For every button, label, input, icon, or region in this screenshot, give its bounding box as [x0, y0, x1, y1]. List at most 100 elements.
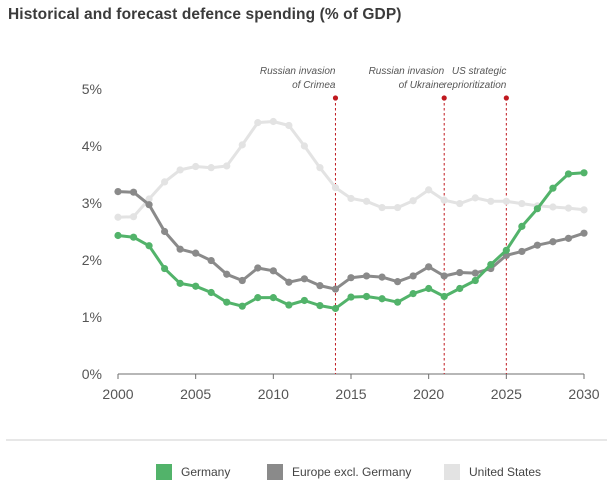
annotation-label: reprioritization: [444, 80, 507, 91]
data-point-germany: [285, 301, 293, 309]
data-point-germany: [456, 284, 464, 293]
data-point-germany: [580, 169, 588, 177]
data-point-germany: [207, 288, 215, 297]
data-point-germany: [362, 292, 371, 301]
data-point-united-states: [114, 213, 122, 221]
data-point-germany: [533, 205, 542, 213]
data-point-germany: [440, 292, 448, 301]
data-point-united-states: [145, 195, 153, 203]
data-point-europe-excl-germany: [518, 247, 526, 256]
legend-label-united-states: United States: [469, 465, 542, 479]
annotation-marker: [441, 95, 447, 101]
annotation-label: of Crimea: [292, 80, 336, 91]
data-point-europe-excl-germany: [238, 276, 246, 285]
data-point-germany: [192, 282, 200, 290]
series-germany: [114, 169, 588, 313]
data-point-united-states: [238, 141, 246, 149]
chart-title: Historical and forecast defence spending…: [8, 6, 402, 23]
data-point-europe-excl-germany: [549, 238, 557, 246]
data-point-united-states: [331, 184, 340, 192]
y-tick-label: 2%: [82, 252, 102, 268]
x-tick-label: 2005: [180, 386, 211, 402]
series-layer: [114, 117, 588, 313]
data-point-united-states: [254, 119, 262, 127]
data-point-united-states: [269, 117, 277, 126]
annotation-label: Russian invasion: [260, 66, 336, 77]
data-point-united-states: [471, 194, 479, 202]
data-point-united-states: [440, 196, 448, 204]
data-point-united-states: [487, 197, 495, 205]
data-point-germany: [238, 302, 246, 310]
data-point-germany: [471, 276, 479, 285]
data-point-europe-excl-germany: [176, 245, 184, 253]
y-tick-label: 3%: [82, 195, 102, 211]
data-point-europe-excl-germany: [440, 272, 448, 280]
data-point-united-states: [518, 199, 526, 208]
series-united-states: [114, 117, 588, 221]
legend-label-europe: Europe excl. Germany: [292, 465, 412, 479]
data-point-united-states: [394, 203, 402, 212]
legend-swatch-germany: [156, 464, 172, 480]
data-point-united-states: [285, 121, 293, 130]
data-point-europe-excl-germany: [254, 264, 262, 272]
data-point-europe-excl-germany: [285, 278, 293, 286]
data-point-europe-excl-germany: [114, 188, 122, 196]
annotation-label: US strategic: [452, 66, 506, 77]
series-line-united-states: [116, 120, 586, 219]
data-point-germany: [549, 184, 557, 192]
data-point-germany: [425, 284, 433, 293]
data-point-united-states: [300, 142, 308, 150]
x-tick-label: 2000: [102, 386, 133, 402]
x-tick-label: 2020: [413, 386, 444, 402]
x-tick-label: 2030: [568, 386, 599, 402]
data-point-europe-excl-germany: [533, 241, 542, 249]
data-point-united-states: [409, 197, 417, 205]
data-point-germany: [316, 302, 324, 310]
data-point-germany: [394, 298, 402, 306]
data-point-europe-excl-germany: [223, 270, 231, 278]
data-point-germany: [487, 260, 495, 269]
data-point-united-states: [347, 194, 355, 203]
data-point-united-states: [362, 197, 371, 205]
data-point-united-states: [176, 166, 184, 174]
data-point-germany: [145, 242, 153, 250]
data-point-united-states: [129, 213, 138, 221]
annotation-marker: [503, 95, 509, 101]
annotation-1: Russian invasion of Crimea: [260, 66, 339, 374]
data-point-united-states: [456, 199, 464, 208]
series-line-germany: [116, 171, 586, 310]
data-point-europe-excl-germany: [161, 227, 169, 236]
data-point-united-states: [207, 164, 215, 172]
data-point-united-states: [580, 206, 588, 214]
data-point-germany: [176, 279, 184, 287]
series-europe-excl-germany: [114, 188, 588, 293]
data-point-germany: [269, 294, 277, 302]
data-point-europe-excl-germany: [362, 272, 371, 280]
legend-item-germany: Germany: [156, 464, 230, 480]
data-point-united-states: [192, 162, 200, 171]
data-point-germany: [378, 295, 386, 303]
y-tick-label: 4%: [82, 138, 102, 154]
data-point-united-states: [502, 197, 510, 205]
data-point-united-states: [425, 186, 433, 194]
annotation-2: Russian invasion of Ukraine: [369, 66, 447, 374]
annotation-marker: [332, 95, 339, 101]
data-point-germany: [129, 233, 138, 241]
data-point-europe-excl-germany: [564, 234, 573, 242]
legend-swatch-united-states: [444, 464, 460, 480]
legend-swatch-europe: [267, 464, 283, 480]
data-point-europe-excl-germany: [316, 282, 324, 290]
x-tick-label: 2010: [258, 386, 289, 402]
data-point-europe-excl-germany: [269, 267, 277, 275]
x-tick-label: 2015: [335, 386, 366, 402]
legend-item-europe: Europe excl. Germany: [267, 464, 411, 480]
legend-label-germany: Germany: [181, 465, 231, 479]
data-point-germany: [564, 170, 573, 178]
data-point-europe-excl-germany: [471, 269, 479, 277]
data-point-europe-excl-germany: [425, 263, 433, 271]
data-point-germany: [300, 296, 308, 305]
data-point-europe-excl-germany: [129, 188, 138, 196]
data-point-europe-excl-germany: [580, 229, 588, 237]
data-point-united-states: [316, 164, 324, 172]
